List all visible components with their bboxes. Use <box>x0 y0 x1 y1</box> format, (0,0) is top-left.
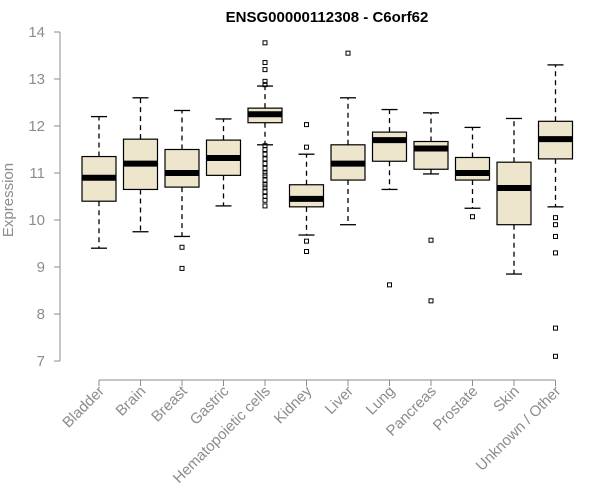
outlier-point <box>304 122 309 128</box>
box-group-skin <box>496 117 532 275</box>
outlier-point <box>262 172 268 178</box>
outlier-point <box>262 40 268 46</box>
chart-title: ENSG00000112308 - C6orf62 <box>226 9 429 26</box>
outlier-point <box>553 215 558 221</box>
y-tick-label: 10 <box>28 212 45 229</box>
outlier-point <box>262 189 268 195</box>
y-tick-label: 13 <box>28 71 45 88</box>
outlier-point <box>553 325 558 331</box>
outlier-point <box>304 238 309 244</box>
outlier-point <box>304 144 309 150</box>
box-group-lung <box>371 108 408 288</box>
outlier-point <box>262 82 268 88</box>
outlier-point <box>428 298 434 304</box>
outlier-point <box>262 177 268 183</box>
box-group-hematopoietic-cells <box>247 40 283 209</box>
outlier-point <box>262 197 268 203</box>
x-tick-label: Brain <box>113 383 150 420</box>
box-group-liver <box>330 50 366 226</box>
box-iqr <box>288 184 325 208</box>
outlier-point <box>428 237 434 243</box>
x-tick-label: Kidney <box>271 382 316 427</box>
y-axis: 7 8 9 10 11 12 13 14 <box>28 24 61 370</box>
plot-area <box>81 40 574 359</box>
outlier-point <box>179 244 185 250</box>
box-group-pancreas <box>413 112 449 304</box>
outlier-point <box>387 282 392 288</box>
y-tick-label: 7 <box>37 353 45 370</box>
outlier-point <box>304 248 309 254</box>
x-tick-label: Prostate <box>430 383 482 435</box>
outlier-point <box>262 184 268 190</box>
x-tick-label: Skin <box>490 383 523 416</box>
x-tick-label: Breast <box>148 382 191 425</box>
outlier-point <box>553 353 558 359</box>
box-iqr <box>496 161 532 226</box>
box-group-prostate <box>454 126 491 220</box>
x-tick-label: Liver <box>322 383 357 418</box>
box-group-gastric <box>205 118 242 207</box>
outlier-point <box>262 161 268 167</box>
y-tick-label: 8 <box>37 306 45 323</box>
outlier-point <box>262 60 268 66</box>
outlier-point <box>262 78 268 84</box>
outlier-point <box>553 233 558 239</box>
outlier-point <box>553 222 558 228</box>
y-tick-label: 9 <box>37 259 45 276</box>
outlier-point <box>179 265 185 271</box>
outlier-point <box>262 165 268 171</box>
box-group-kidney <box>288 122 325 254</box>
y-tick-label: 11 <box>29 165 45 182</box>
x-tick-label: Bladder <box>59 383 108 432</box>
box-group-unknown-other <box>537 64 574 359</box>
box-iqr <box>371 131 408 162</box>
y-axis-label: Expression <box>0 163 17 237</box>
y-tick-label: 12 <box>28 118 45 135</box>
outlier-point <box>553 250 558 256</box>
outlier-point <box>262 67 268 73</box>
box-group-brain <box>122 97 159 233</box>
outlier-point <box>345 50 351 56</box>
box-iqr <box>454 156 491 181</box>
x-tick-label: Lung <box>363 383 399 419</box>
box-iqr <box>164 148 200 188</box>
box-group-breast <box>164 109 200 271</box>
y-tick-label: 14 <box>28 24 45 41</box>
outlier-point <box>262 156 268 162</box>
box-group-bladder <box>81 115 117 249</box>
outlier-point <box>262 203 268 209</box>
outlier-point <box>262 147 268 152</box>
outlier-point <box>470 214 475 220</box>
outlier-point <box>262 151 268 157</box>
